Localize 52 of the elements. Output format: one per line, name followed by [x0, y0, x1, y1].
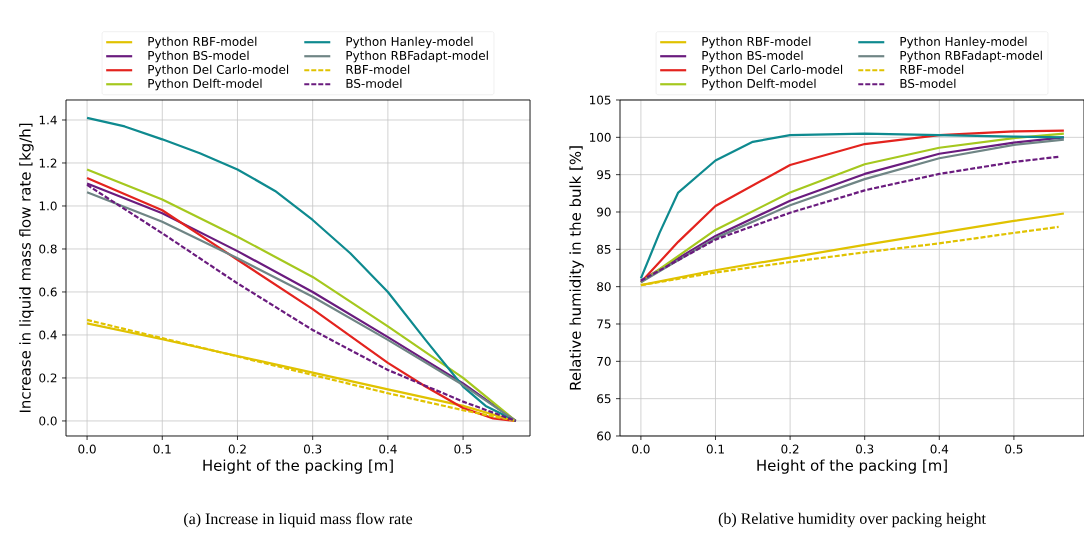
- y-tick-label: 1.4: [39, 115, 57, 125]
- legend-label: BS-model: [346, 78, 402, 88]
- legend-label: Python Hanley-model: [346, 36, 473, 49]
- x-tick-label: 0.2: [228, 444, 246, 454]
- y-tick-label: 100: [589, 132, 611, 142]
- legend-label: Python BS-model: [702, 50, 803, 63]
- legend-label: RBF-model: [346, 64, 410, 74]
- x-tick-label: 0.4: [930, 444, 949, 454]
- x-tick-label: 0.1: [706, 444, 724, 454]
- x-tick-label: 0.0: [632, 444, 650, 454]
- y-tick-label: 95: [597, 170, 611, 180]
- y-tick-label: 80: [597, 282, 611, 292]
- x-tick-label: 0.3: [855, 444, 874, 454]
- x-tick-label: 0.5: [454, 444, 472, 454]
- y-axis-title: Increase in liquid mass flow rate [kg/h]: [19, 123, 34, 413]
- x-tick-label: 0.4: [379, 444, 397, 454]
- x-tick-label: 0.0: [78, 444, 96, 454]
- y-tick-label: 60: [597, 431, 611, 441]
- x-axis-title: Height of the packing [m]: [203, 459, 393, 474]
- y-tick-label: 0.6: [39, 287, 57, 297]
- legend-label: Python Del Carlo-model: [148, 64, 289, 77]
- legend-label: RBF-model: [900, 64, 964, 74]
- y-tick-label: 0.4: [39, 330, 57, 340]
- y-tick-label: 70: [597, 356, 611, 366]
- x-tick-label: 0.5: [1005, 444, 1023, 454]
- legend-label: Python Del Carlo-model: [702, 64, 843, 77]
- y-tick-label: 75: [597, 319, 611, 329]
- legend-label: Python BS-model: [148, 50, 249, 63]
- x-axis-title: Height of the packing [m]: [757, 459, 947, 474]
- text: (b) Relative humidity over packing height: [718, 512, 986, 528]
- y-tick-label: 1.2: [39, 158, 57, 168]
- y-tick-label: 85: [597, 244, 611, 254]
- y-tick-label: 0.8: [39, 244, 57, 254]
- y-tick-label: 90: [597, 207, 611, 217]
- legend-label: Python RBF-model: [702, 36, 811, 49]
- legend-label: Python Hanley-model: [900, 36, 1027, 49]
- y-axis-title: Relative humidity in the bulk [%]: [569, 146, 584, 390]
- x-tick-label: 0.2: [781, 444, 799, 454]
- legend-label: Python RBF-model: [148, 36, 257, 49]
- text: (a) Increase in liquid mass flow rate: [184, 512, 413, 528]
- y-tick-label: 0.0: [39, 416, 57, 426]
- y-tick-label: 1.0: [39, 201, 57, 211]
- x-tick-label: 0.3: [303, 444, 322, 454]
- x-tick-label: 0.1: [153, 444, 171, 454]
- legend-label: BS-model: [900, 78, 956, 88]
- y-tick-label: 65: [597, 394, 611, 404]
- legend-label: Python Delft-model: [702, 78, 816, 91]
- legend-label: Python RBFadapt-model: [900, 50, 1042, 63]
- y-tick-label: 105: [589, 95, 611, 105]
- legend-label: Python RBFadapt-model: [346, 50, 488, 63]
- legend-label: Python Delft-model: [148, 78, 262, 91]
- y-tick-label: 0.2: [39, 373, 57, 383]
